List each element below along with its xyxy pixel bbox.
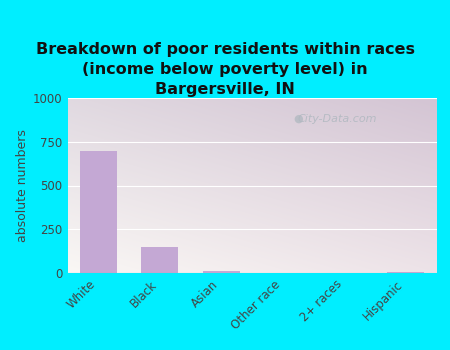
Y-axis label: absolute numbers: absolute numbers [16,129,29,242]
Bar [141,247,178,273]
Bar [387,272,424,273]
Text: Breakdown of poor residents within races
(income below poverty level) in
Bargers: Breakdown of poor residents within races… [36,42,414,97]
Bar [80,150,117,273]
Bar [203,271,240,273]
Text: ●: ● [293,114,303,124]
Text: City-Data.com: City-Data.com [297,114,377,124]
